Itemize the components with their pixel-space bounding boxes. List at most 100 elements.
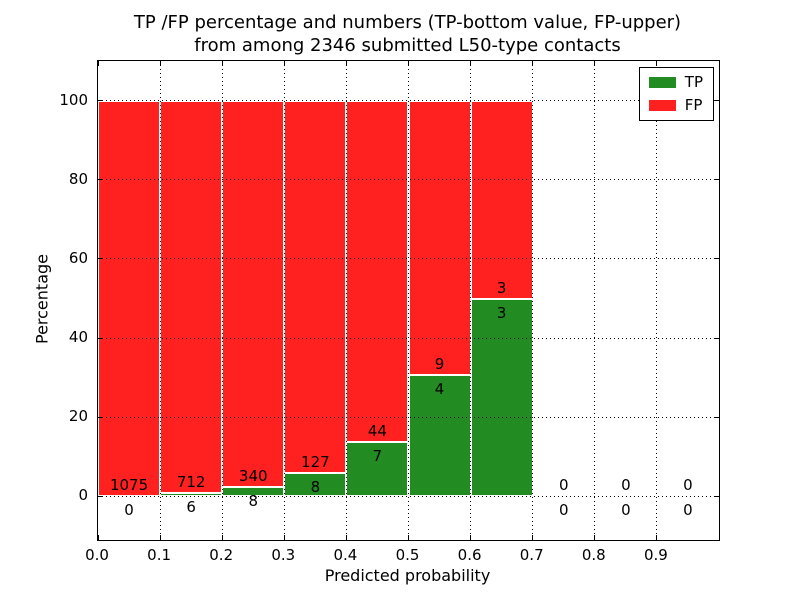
x-tick-mark [221,535,223,540]
fp-count-label: 9 [434,354,445,373]
tp-bar-segment [408,374,471,497]
tp-bar-segment [284,472,347,497]
tp-bar-segment [470,298,533,497]
tp-count-label: 0 [683,501,693,520]
y-tick-label: 40 [68,328,88,347]
tp-count-label: 0 [558,501,569,520]
x-tick-mark [283,535,285,540]
fp-count-label: 127 [301,452,330,471]
x-tick-mark [656,61,658,66]
x-axis-title: Predicted probability [324,566,491,585]
x-tick-label: 0.2 [209,546,234,564]
x-gridline [159,61,161,540]
y-tick-mark [714,258,719,260]
fp-swatch-icon [648,100,676,111]
tp-count-label: 0 [621,501,631,520]
fp-bar-segment [222,100,285,488]
x-gridline [470,61,472,540]
tp-count-label: 3 [496,303,507,322]
x-tick-mark [97,61,99,66]
x-tick-label: 0.1 [147,546,172,564]
chart-title-line2: from among 2346 submitted L50-type conta… [194,35,621,56]
x-tick-mark [470,535,472,540]
tp-count-label: 8 [248,492,259,511]
x-tick-mark [532,535,534,540]
tp-count-label: 0 [124,501,134,520]
x-tick-mark [532,61,534,66]
y-tick-mark [714,416,719,418]
x-tick-label: 0.8 [581,546,606,564]
y-tick-mark [98,337,103,339]
tp-count-label: 6 [186,498,196,517]
x-tick-label: 0.0 [85,546,109,564]
y-tick-mark [714,100,719,102]
x-tick-mark [97,535,99,540]
plot-area: TP FP 1075 0 712 6 340 8 127 8 44 7 9 4 3 3 0 0 0 0 0 0 [97,60,720,541]
fp-count-label: 0 [621,476,631,495]
x-tick-mark [656,535,658,540]
fp-count-label: 0 [683,476,693,495]
x-tick-mark [594,61,596,66]
fp-bar-segment [284,100,347,473]
x-tick-label: 0.7 [519,546,544,564]
y-tick-label: 20 [68,407,88,426]
y-tick-mark [98,100,103,102]
y-tick-mark [98,495,103,497]
x-tick-mark [594,535,596,540]
legend-item-fp: FP [648,96,703,114]
x-tick-mark [159,535,161,540]
y-tick-mark [714,495,719,497]
y-tick-mark [98,179,103,181]
x-tick-mark [345,61,347,66]
y-tick-mark [714,179,719,181]
legend-label-tp: TP [684,73,703,91]
fp-bar-segment [470,100,533,299]
y-tick-label: 0 [78,486,88,505]
tp-count-label: 7 [372,447,383,466]
y-tick-mark [98,258,103,260]
x-tick-label: 0.6 [457,546,482,564]
fp-bar-segment [98,100,161,497]
fp-count-label: 712 [176,473,206,492]
chart-title-line1: TP /FP percentage and numbers (TP-bottom… [133,12,682,33]
x-tick-mark [408,61,409,66]
x-tick-label: 0.4 [333,546,358,564]
x-tick-mark [470,61,472,66]
x-gridline [408,61,409,540]
y-tick-label: 80 [68,169,88,188]
tp-count-label: 8 [310,477,321,496]
x-gridline [221,61,223,540]
x-gridline [345,61,347,540]
x-tick-mark [283,61,285,66]
tp-bar-segment [346,442,409,497]
legend: TP FP [638,67,714,121]
x-tick-mark [221,61,223,66]
x-tick-mark [159,61,161,66]
tp-bar-segment [222,487,285,497]
fp-count-label: 44 [367,422,387,441]
tp-count-label: 4 [434,379,445,398]
legend-label-fp: FP [684,96,703,114]
tp-swatch-icon [648,77,676,88]
fp-bar-segment [346,100,409,443]
chart-title: TP /FP percentage and numbers (TP-bottom… [97,11,718,57]
x-tick-label: 0.9 [643,546,668,564]
y-tick-mark [98,416,103,418]
fp-count-label: 1075 [109,476,149,495]
x-gridline [656,61,658,540]
tp-bar-segment [160,493,223,497]
fp-count-label: 0 [558,476,569,495]
x-gridline [594,61,596,540]
x-gridline [532,61,534,540]
fp-count-label: 340 [238,467,268,486]
y-tick-label: 60 [68,248,88,267]
fp-bar-segment [408,100,471,375]
y-tick-label: 100 [59,90,88,109]
x-tick-mark [408,535,409,540]
y-tick-mark [714,337,719,339]
fp-bar-segment [160,100,223,494]
x-gridline [283,61,285,540]
x-tick-label: 0.5 [395,546,420,564]
legend-item-tp: TP [648,73,703,91]
